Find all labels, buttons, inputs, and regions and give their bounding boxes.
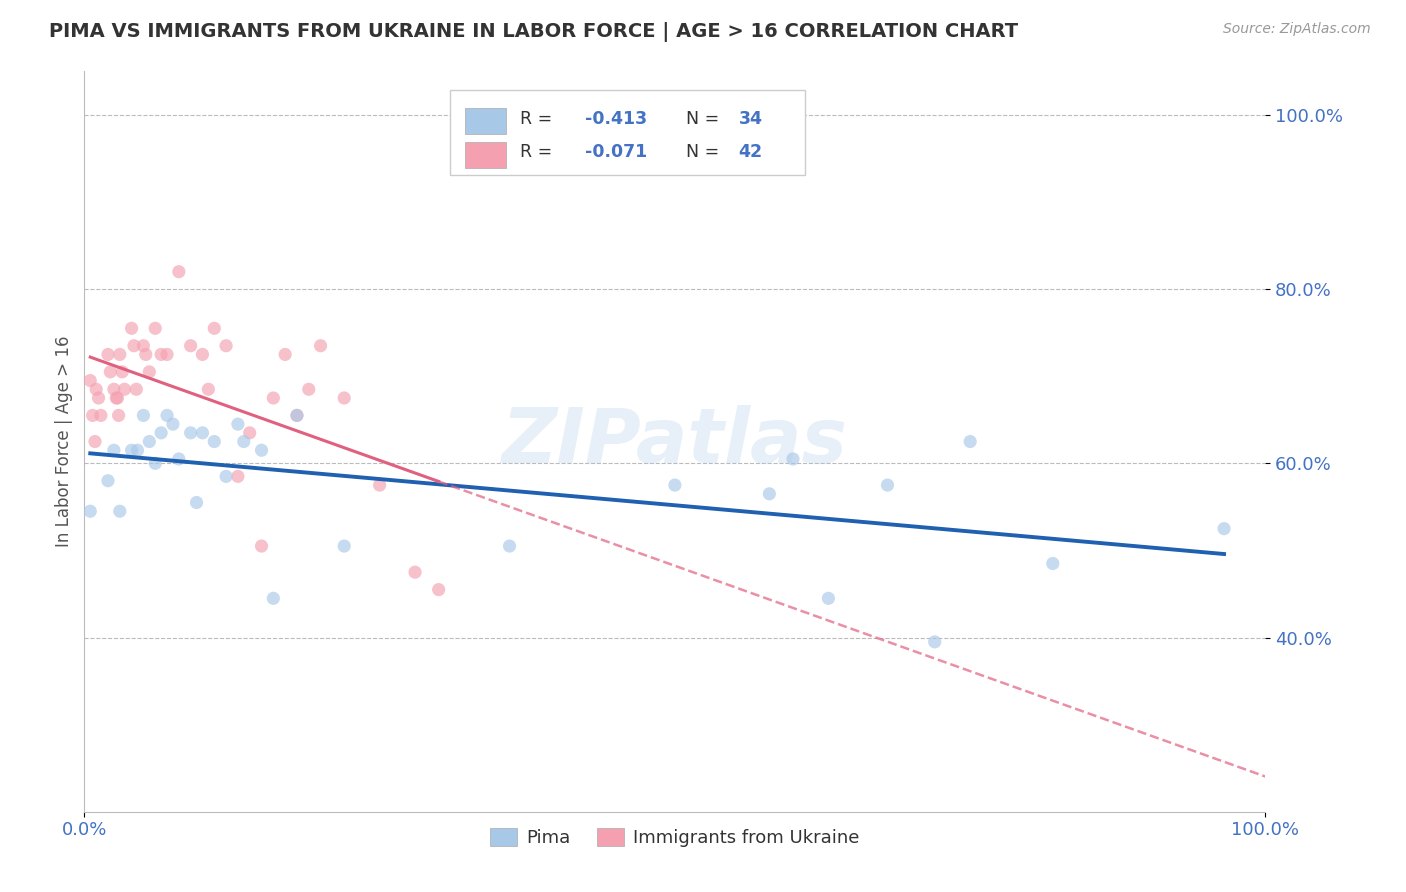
Point	[132, 409, 155, 423]
Point	[876, 478, 898, 492]
Point	[90, 409, 112, 423]
Point	[97, 347, 120, 361]
Point	[186, 495, 208, 509]
Text: R =: R =	[520, 110, 558, 128]
Point	[664, 478, 686, 492]
Point	[262, 591, 284, 606]
Point	[87, 391, 110, 405]
Point	[404, 565, 426, 579]
Point	[97, 474, 120, 488]
Point	[758, 487, 780, 501]
Point	[143, 456, 166, 470]
Point	[232, 434, 254, 449]
Point	[103, 443, 125, 458]
Point	[143, 321, 166, 335]
Point	[274, 347, 297, 361]
Point	[156, 347, 179, 361]
Text: 42: 42	[738, 144, 763, 161]
Point	[82, 409, 104, 423]
Point	[180, 425, 202, 440]
Point	[333, 391, 356, 405]
Point	[215, 469, 238, 483]
Point	[298, 382, 321, 396]
Point	[1042, 557, 1064, 571]
Text: 34: 34	[738, 110, 762, 128]
FancyBboxPatch shape	[450, 90, 804, 175]
Point	[924, 635, 946, 649]
Point	[202, 321, 225, 335]
Point	[122, 339, 145, 353]
Point	[103, 382, 125, 396]
Text: -0.071: -0.071	[585, 144, 647, 161]
Text: N =: N =	[686, 144, 724, 161]
Text: R =: R =	[520, 144, 558, 161]
Point	[250, 539, 273, 553]
Point	[108, 347, 131, 361]
Point	[135, 347, 157, 361]
Point	[127, 443, 149, 458]
Point	[114, 382, 136, 396]
Point	[959, 434, 981, 449]
Point	[84, 382, 107, 396]
Point	[132, 339, 155, 353]
Point	[197, 382, 219, 396]
Point	[191, 425, 214, 440]
Point	[782, 452, 804, 467]
Text: N =: N =	[686, 110, 724, 128]
Point	[107, 391, 129, 405]
Point	[105, 391, 128, 405]
Point	[125, 382, 148, 396]
Point	[156, 409, 179, 423]
Point	[333, 539, 356, 553]
Point	[180, 339, 202, 353]
Point	[427, 582, 450, 597]
Point	[498, 539, 520, 553]
Point	[167, 452, 190, 467]
Point	[167, 265, 190, 279]
Point	[121, 443, 143, 458]
Point	[239, 425, 262, 440]
Point	[108, 504, 131, 518]
Point	[150, 347, 173, 361]
Point	[107, 409, 129, 423]
Point	[138, 434, 160, 449]
Point	[98, 365, 121, 379]
Point	[84, 434, 107, 449]
FancyBboxPatch shape	[464, 109, 506, 135]
Point	[250, 443, 273, 458]
Point	[226, 417, 249, 431]
Point	[79, 374, 101, 388]
Point	[262, 391, 284, 405]
Point	[191, 347, 214, 361]
Legend: Pima, Immigrants from Ukraine: Pima, Immigrants from Ukraine	[482, 821, 868, 855]
Point	[162, 417, 184, 431]
Text: PIMA VS IMMIGRANTS FROM UKRAINE IN LABOR FORCE | AGE > 16 CORRELATION CHART: PIMA VS IMMIGRANTS FROM UKRAINE IN LABOR…	[49, 22, 1018, 42]
Point	[817, 591, 839, 606]
Point	[138, 365, 160, 379]
Text: Source: ZipAtlas.com: Source: ZipAtlas.com	[1223, 22, 1371, 37]
Point	[150, 425, 173, 440]
Point	[285, 409, 308, 423]
Point	[226, 469, 249, 483]
Point	[1213, 522, 1236, 536]
FancyBboxPatch shape	[464, 142, 506, 168]
Point	[285, 409, 308, 423]
Point	[202, 434, 225, 449]
Point	[215, 339, 238, 353]
Point	[121, 321, 143, 335]
Point	[79, 504, 101, 518]
Point	[309, 339, 332, 353]
Text: ZIPatlas: ZIPatlas	[502, 405, 848, 478]
Point	[368, 478, 391, 492]
Point	[111, 365, 134, 379]
Y-axis label: In Labor Force | Age > 16: In Labor Force | Age > 16	[55, 335, 73, 548]
Text: -0.413: -0.413	[585, 110, 647, 128]
